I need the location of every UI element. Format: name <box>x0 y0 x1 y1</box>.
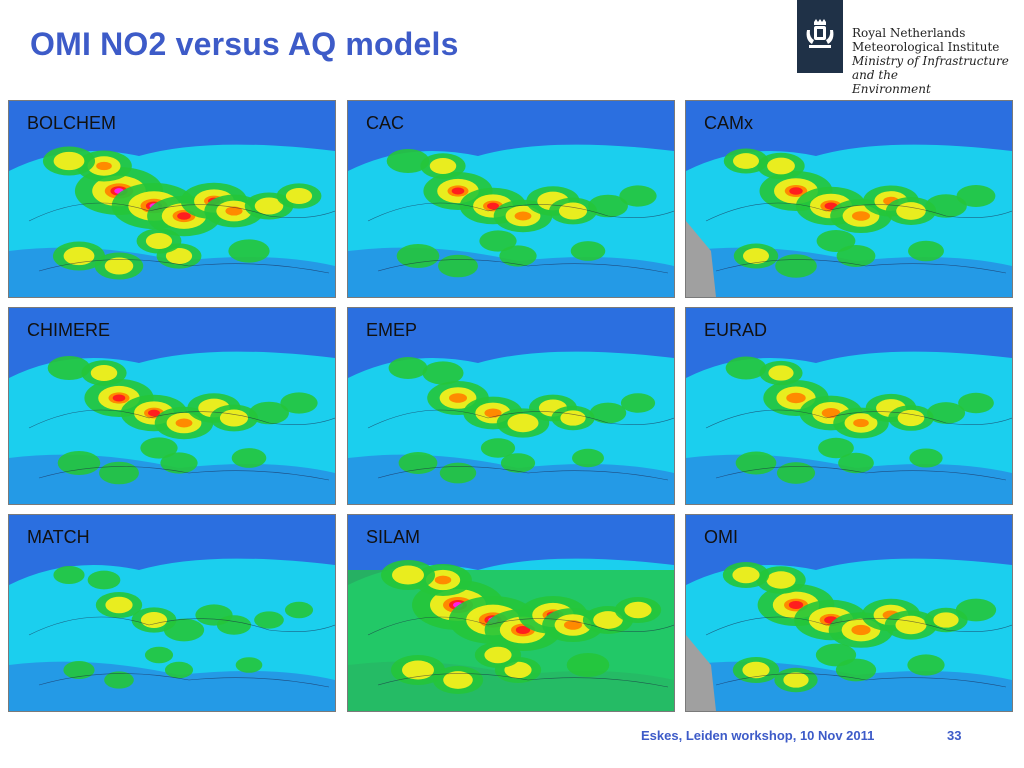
panel-label-match: MATCH <box>27 527 90 547</box>
no2-map-chimere <box>9 308 335 504</box>
ministry-line-2: Environment <box>852 82 931 96</box>
no2-map-silam <box>348 515 674 711</box>
panel-label-cac: CAC <box>366 113 405 133</box>
panel-label-emep: EMEP <box>366 320 418 340</box>
no2-map-emep <box>348 308 674 504</box>
no2-map-bolchem <box>9 101 335 297</box>
ministry-line-1: Ministry of Infrastructure and the <box>852 54 1009 82</box>
panel-label-eurad: EURAD <box>704 320 768 340</box>
map-panel-match: MATCH <box>8 514 336 712</box>
map-panel-bolchem: BOLCHEM <box>8 100 336 298</box>
map-panel-omi: OMI <box>685 514 1013 712</box>
page-number: 33 <box>947 728 962 743</box>
map-panel-camx: CAMx <box>685 100 1013 298</box>
map-panel-emep: EMEP <box>347 307 675 505</box>
map-panel-cac: CAC <box>347 100 675 298</box>
no2-map-eurad <box>686 308 1012 504</box>
dutch-royal-coat-of-arms-icon <box>806 19 834 48</box>
no2-map-camx <box>686 101 1012 297</box>
organization-name: Royal Netherlands Meteorological Institu… <box>852 26 1024 96</box>
map-panel-chimere: CHIMERE <box>8 307 336 505</box>
panel-label-chimere: CHIMERE <box>27 320 111 340</box>
panel-label-silam: SILAM <box>366 527 421 547</box>
org-line-2: Meteorological Institute <box>852 40 1000 54</box>
panel-label-bolchem: BOLCHEM <box>27 113 117 133</box>
map-panel-eurad: EURAD <box>685 307 1013 505</box>
no2-map-match <box>9 515 335 711</box>
no2-map-cac <box>348 101 674 297</box>
footer-credit: Eskes, Leiden workshop, 10 Nov 2011 <box>641 728 875 743</box>
map-panel-silam: SILAM <box>347 514 675 712</box>
panel-label-camx: CAMx <box>704 113 753 133</box>
panel-label-omi: OMI <box>704 527 738 547</box>
slide-title: OMI NO2 versus AQ models <box>30 26 459 62</box>
no2-map-omi <box>686 515 1012 711</box>
org-line-1: Royal Netherlands <box>852 26 966 40</box>
knmi-logo <box>797 0 843 73</box>
